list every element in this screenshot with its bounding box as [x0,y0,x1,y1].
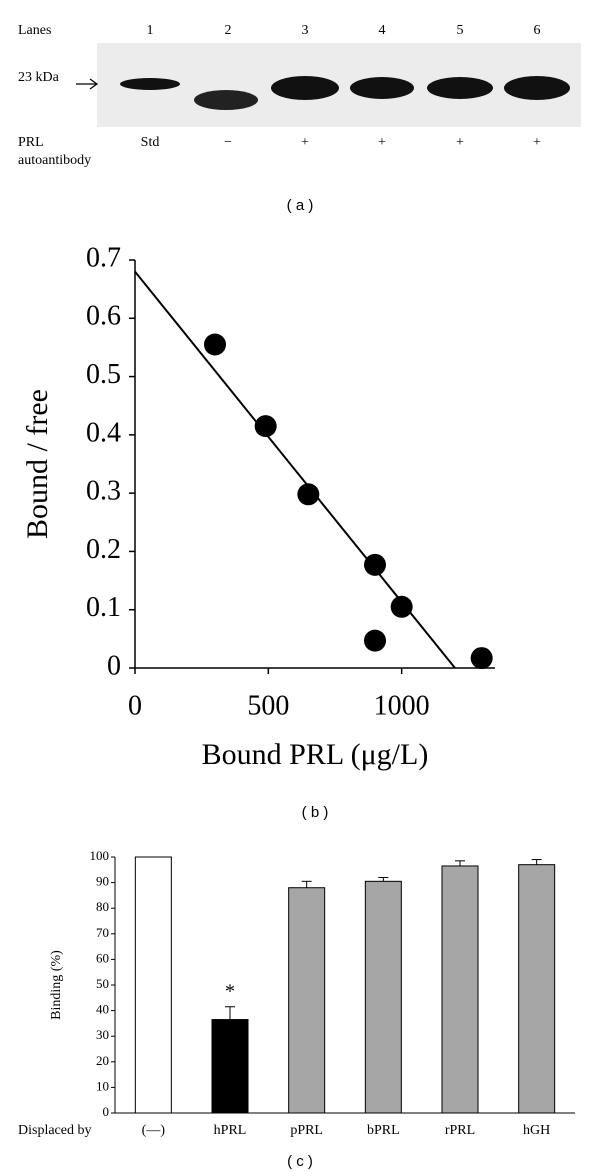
bar [211,1019,249,1114]
bar [441,865,479,1114]
row-label: PRL [18,135,44,150]
treatment-label: + [378,135,386,150]
band [194,90,258,110]
marker-label: 23 kDa [18,70,60,85]
y-tick-label: 0.6 [86,301,121,332]
blot-header: Lanes [18,23,51,38]
lane-label: 3 [302,23,309,38]
x-tick-label: 500 [247,690,289,721]
y-axis-label: Bound / free [21,389,54,539]
y-tick-label: 0.3 [86,476,121,507]
treatment-label: + [301,135,309,150]
y-tick-label: 70 [96,925,109,940]
x-tick-label: 0 [128,690,142,721]
y-tick-label: 0.2 [86,534,121,565]
x-tick-label: (—) [142,1123,166,1138]
x-tick-label: pPRL [290,1123,323,1138]
band [427,77,493,99]
y-tick-label: 10 [96,1078,109,1093]
y-tick-label: 30 [96,1027,109,1042]
y-tick-label: 0 [107,650,121,681]
band [271,76,339,100]
point [204,333,226,356]
y-tick-label: 20 [96,1053,109,1068]
bar [288,887,326,1114]
y-axis-label: Binding (%) [49,950,64,1020]
x-tick-label: 1000 [374,690,430,721]
marker-arrow [76,78,99,90]
lane-label: 1 [147,23,154,38]
point [364,629,386,652]
y-tick-label: 0.7 [86,242,121,273]
bar [364,880,402,1114]
band [350,77,414,99]
point [390,595,413,618]
treatment-label: + [456,135,464,150]
y-tick-label: 40 [96,1002,109,1017]
treatment-label: + [533,135,541,150]
y-tick-label: 0.4 [86,417,121,448]
x-axis-label: Bound PRL (μg/L) [202,738,429,771]
y-tick-label: 80 [96,899,109,914]
point [297,483,320,506]
lane-label: 6 [534,23,541,38]
band [504,76,570,100]
treatment-label: − [224,135,232,150]
point [364,553,386,576]
y-tick-label: 50 [96,976,109,991]
bar [518,864,556,1114]
y-tick-label: 90 [96,874,109,889]
y-tick-label: 0.1 [86,592,121,623]
bar [134,856,172,1114]
point [470,647,493,670]
y-tick-label: 60 [96,950,109,965]
y-tick-label: 0.5 [86,359,121,390]
lane-label: 2 [225,23,232,38]
lane-label: 5 [457,23,464,38]
band [120,78,180,90]
x-tick-label: hPRL [214,1123,247,1138]
x-axis-label: Displaced by [18,1123,91,1138]
x-tick-label: hGH [523,1123,550,1138]
caption: ( a ) [287,197,314,214]
point [254,415,277,438]
y-tick-label: 0 [103,1104,110,1119]
lane-label: 4 [379,23,386,38]
row-label: autoantibody [18,153,91,168]
caption: ( c ) [287,1153,313,1170]
caption: ( b ) [302,804,329,821]
treatment-label: Std [141,135,160,150]
x-tick-label: bPRL [367,1123,400,1138]
annotation: * [225,980,235,1002]
y-tick-label: 100 [90,848,110,863]
x-tick-label: rPRL [445,1123,475,1138]
